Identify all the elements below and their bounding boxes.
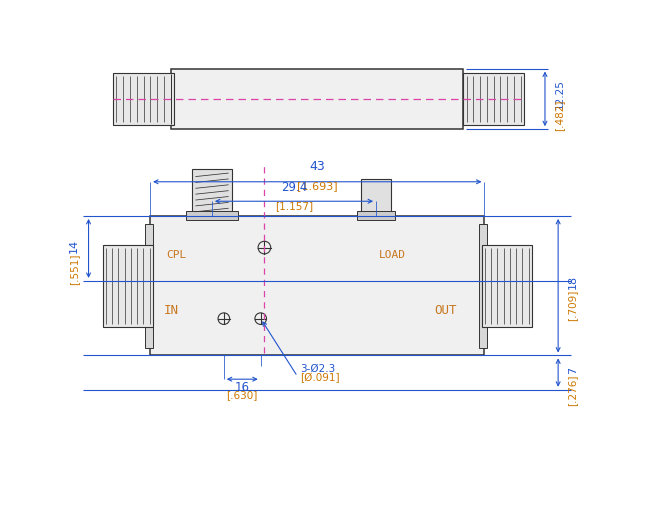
Bar — [192, 169, 232, 216]
Bar — [357, 211, 396, 220]
Bar — [113, 73, 174, 125]
Text: 18: 18 — [567, 275, 578, 288]
Bar — [186, 211, 238, 220]
Text: OUT: OUT — [434, 304, 457, 317]
Text: 29.4: 29.4 — [281, 181, 307, 194]
Bar — [171, 69, 464, 129]
Text: [.551]: [.551] — [69, 254, 79, 285]
Text: IN: IN — [163, 304, 178, 317]
Text: CPL: CPL — [166, 251, 186, 261]
Text: 14: 14 — [69, 239, 79, 253]
Text: 7: 7 — [567, 367, 578, 373]
Text: 12.25: 12.25 — [554, 79, 564, 109]
Text: [Ø.091]: [Ø.091] — [300, 373, 340, 384]
Bar — [360, 179, 391, 216]
Text: 43: 43 — [310, 160, 325, 173]
Text: [1.693]: [1.693] — [297, 181, 338, 190]
Text: [1.157]: [1.157] — [275, 201, 313, 211]
Text: [.630]: [.630] — [227, 390, 258, 400]
Text: 3-Ø2.3: 3-Ø2.3 — [300, 364, 336, 374]
Text: [.709]: [.709] — [567, 290, 578, 321]
Bar — [145, 224, 153, 347]
Text: [.276]: [.276] — [567, 374, 578, 406]
Text: LOAD: LOAD — [379, 251, 406, 261]
Bar — [150, 216, 485, 355]
Bar — [482, 245, 532, 327]
Bar — [479, 224, 487, 347]
Text: [.482]: [.482] — [554, 100, 564, 131]
Bar — [464, 73, 524, 125]
Bar — [103, 245, 153, 327]
Text: 16: 16 — [235, 381, 249, 394]
